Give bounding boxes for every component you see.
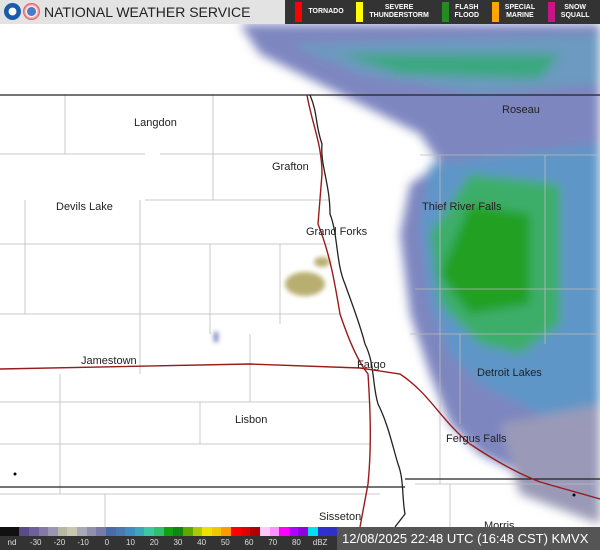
site-title: NATIONAL WEATHER SERVICE [44, 4, 251, 20]
color-swatch [134, 527, 145, 536]
warning-tornado: TORNADO [295, 2, 344, 22]
warning-swatch [295, 2, 303, 22]
city-devils-lake: Devils Lake [56, 201, 113, 213]
warning-swatch [356, 2, 364, 22]
color-swatch [57, 527, 68, 536]
color-swatch [298, 527, 308, 536]
color-swatch [182, 527, 193, 536]
radar-echoes [214, 24, 600, 524]
color-swatch [19, 527, 29, 536]
legend-tick: 80 [291, 538, 301, 547]
nws-logo [23, 3, 40, 20]
warning-snow-squall: SNOW SQUALL [547, 2, 590, 22]
legend-tick: 40 [197, 538, 207, 547]
warning-label: TORNADO [308, 8, 344, 15]
color-swatch [221, 527, 231, 536]
color-swatch [288, 527, 299, 536]
noaa-logo [4, 3, 21, 20]
legend-tick: -10 [77, 538, 89, 547]
city-langdon: Langdon [134, 117, 177, 129]
city-fergus-falls: Fergus Falls [446, 433, 507, 445]
color-swatch [28, 527, 39, 536]
color-swatch [86, 527, 97, 536]
color-swatch [317, 527, 328, 536]
city-sisseton: Sisseton [319, 511, 362, 523]
warning-swatch [441, 2, 449, 22]
color-swatch [231, 527, 241, 536]
county-lines [0, 95, 600, 527]
color-swatch [327, 527, 337, 536]
legend-tick: dBZ [312, 538, 328, 547]
legend-tick: 0 [104, 538, 110, 547]
radar-map[interactable] [0, 24, 600, 527]
color-swatch [173, 527, 183, 536]
color-swatch [105, 527, 116, 536]
color-swatch [308, 527, 318, 536]
city-grafton: Grafton [272, 161, 309, 173]
color-swatch [202, 527, 212, 536]
legend-tick: 30 [173, 538, 183, 547]
color-swatch [259, 527, 270, 536]
color-swatch [279, 527, 289, 536]
city-fargo: Fargo [357, 359, 386, 371]
legend-tick: 20 [149, 538, 159, 547]
city-jamestown: Jamestown [81, 355, 137, 367]
legend-tick: 60 [244, 538, 254, 547]
color-swatch [125, 527, 135, 536]
color-swatch [77, 527, 87, 536]
color-swatch [115, 527, 126, 536]
warning-special-marine: SPECIAL MARINE [491, 2, 536, 22]
warning-label: SEVERE THUNDERSTORM [369, 4, 429, 19]
color-swatch [9, 527, 20, 536]
warning-label: SPECIAL MARINE [504, 4, 536, 19]
color-swatch [192, 527, 203, 536]
color-swatch [269, 527, 280, 536]
color-swatch [38, 527, 49, 536]
city-lisbon: Lisbon [235, 414, 268, 426]
city-thief-river-falls: Thief River Falls [422, 201, 502, 213]
warning-label: FLASH FLOOD [454, 4, 480, 19]
warning-label: SNOW SQUALL [560, 4, 590, 19]
legend-tick: nd [7, 538, 17, 547]
legend-tick: 50 [220, 538, 230, 547]
color-swatch [154, 527, 164, 536]
warning-swatch [547, 2, 555, 22]
color-swatch [0, 527, 10, 536]
color-swatch [48, 527, 58, 536]
color-swatch [250, 527, 260, 536]
warning-flash-flood: FLASH FLOOD [441, 2, 480, 22]
legend-tick: -20 [53, 538, 66, 547]
highways [0, 94, 600, 527]
legend-tick: -30 [29, 538, 42, 547]
color-swatch [163, 527, 174, 536]
color-scale [0, 527, 337, 536]
warning-severe-thunderstorm: SEVERE THUNDERSTORM [356, 2, 429, 22]
color-swatch [240, 527, 251, 536]
city-grand-forks: Grand Forks [306, 226, 368, 238]
reflectivity-legend: nd -30 -20 -10 0 10 20 30 40 50 60 70 80 dBZ [0, 527, 337, 550]
city-detroit-lakes: Detroit Lakes [477, 367, 542, 379]
warning-swatch [491, 2, 499, 22]
warning-legend: TORNADO SEVERE THUNDERSTORM FLASH FLOOD SPE… [285, 0, 600, 24]
color-swatch [67, 527, 77, 536]
color-swatch [144, 527, 154, 536]
color-swatch [96, 527, 106, 536]
state-borders [0, 94, 600, 527]
city-roseau: Roseau [502, 104, 540, 116]
legend-tick: 70 [268, 538, 278, 547]
color-swatch [211, 527, 222, 536]
legend-tick: 10 [126, 538, 135, 547]
timestamp: 12/08/2025 22:48 UTC (16:48 CST) KMVX [337, 527, 600, 550]
